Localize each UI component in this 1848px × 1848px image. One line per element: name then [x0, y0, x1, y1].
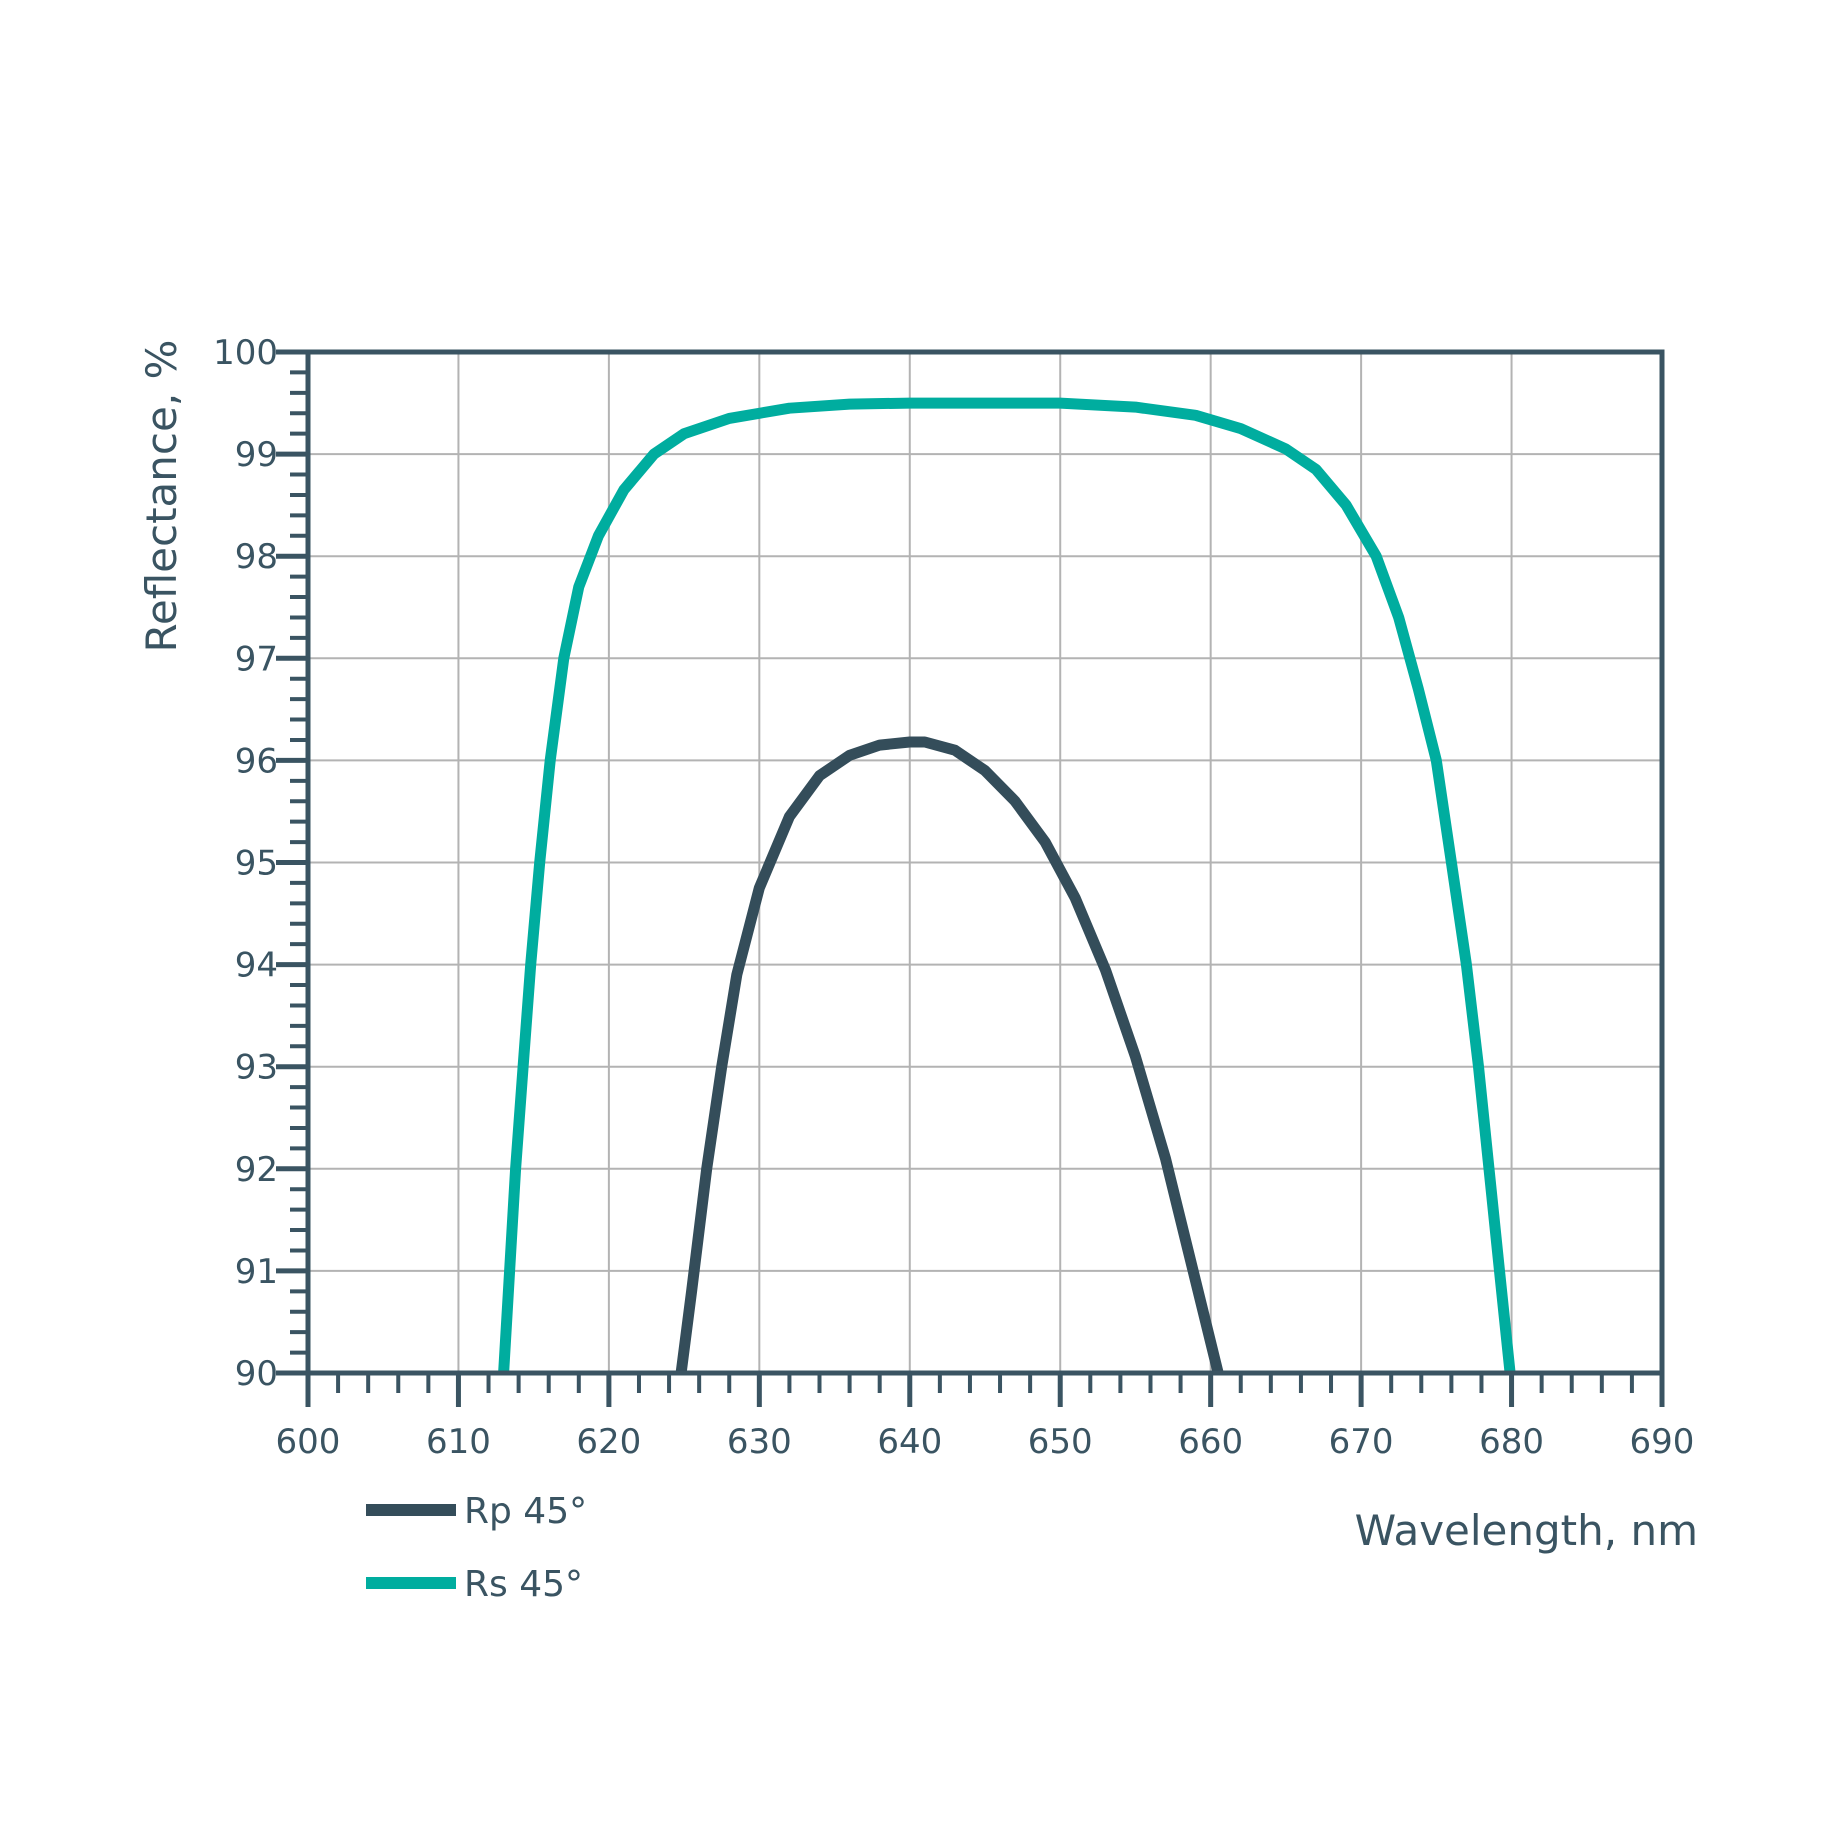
x-tick-label-610: 610: [426, 1422, 491, 1462]
x-tick-label-630: 630: [727, 1422, 792, 1462]
y-tick-label-100: 100: [213, 333, 278, 373]
y-tick-label-90: 90: [235, 1354, 278, 1394]
legend-label-rs: Rs 45°: [464, 1564, 583, 1605]
tick-labels: 600 610 620 630 640 650 660 670 680 690 90 91 92 93 94…: [213, 333, 1694, 1462]
y-tick-label-92: 92: [235, 1150, 278, 1190]
y-tick-label-95: 95: [235, 844, 278, 884]
x-tick-label-660: 660: [1178, 1422, 1243, 1462]
x-tick-label-690: 690: [1630, 1422, 1695, 1462]
y-tick-label-96: 96: [235, 741, 278, 781]
y-tick-label-99: 99: [235, 435, 278, 475]
y-tick-label-91: 91: [235, 1252, 278, 1292]
y-tick-label-94: 94: [235, 946, 278, 986]
x-tick-label-650: 650: [1028, 1422, 1093, 1462]
legend-label-rp: Rp 45°: [464, 1491, 587, 1532]
x-tick-label-670: 670: [1329, 1422, 1394, 1462]
chart-legend: Rp 45° Rs 45°: [366, 1491, 587, 1605]
axis-ticks: [276, 349, 1665, 1407]
y-tick-label-93: 93: [235, 1048, 278, 1088]
y-tick-label-98: 98: [235, 537, 278, 577]
series-line-rp: [675, 736, 1224, 1375]
chart-series: [498, 397, 1516, 1375]
x-tick-label-620: 620: [576, 1422, 641, 1462]
series-line-rs: [498, 397, 1516, 1374]
y-tick-label-97: 97: [235, 639, 278, 679]
x-tick-label-640: 640: [877, 1422, 942, 1462]
x-tick-label-680: 680: [1479, 1422, 1544, 1462]
x-tick-label-600: 600: [276, 1422, 341, 1462]
x-axis-title: Wavelength, nm: [1355, 1506, 1698, 1555]
y-axis-title: Reflectance, %: [137, 340, 186, 653]
